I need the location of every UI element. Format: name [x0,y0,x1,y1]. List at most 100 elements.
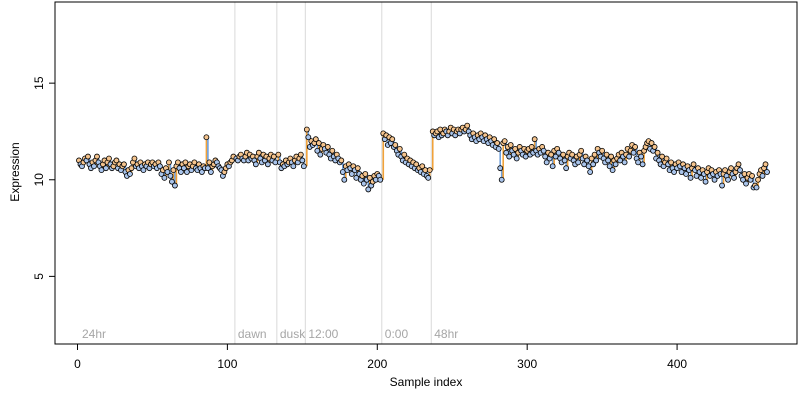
data-point [354,165,361,172]
data-point [103,165,109,172]
separator-layer [234,2,432,344]
data-point [735,161,742,168]
data-point [425,174,432,181]
x-tick-label: 300 [517,357,537,371]
data-point [630,149,637,156]
data-point [106,155,112,162]
data-point [663,155,670,162]
data-point [698,174,704,181]
data-point [606,163,613,170]
data-point [360,180,367,187]
data-point [140,167,147,174]
data-point [377,176,384,183]
y-tick-label: 5 [32,273,46,280]
data-point [172,182,178,189]
data-point [731,174,737,181]
data-point [264,161,271,168]
data-point [252,161,259,168]
y-tick-label: 10 [32,173,46,187]
data-point [300,163,307,170]
data-point [131,155,138,162]
data-point [396,145,403,152]
data-point [578,147,585,154]
data-point [413,161,420,168]
data-point [498,176,505,183]
separator-label-0: dawn [238,327,267,341]
data-point [513,155,520,162]
y-tick-label: 15 [32,76,46,90]
data-point [199,169,205,175]
data-point [549,163,556,170]
data-point [305,134,312,141]
data-point [161,174,168,181]
x-axis-label: Sample index [390,375,463,389]
data-point [749,172,755,179]
data-point [702,178,709,185]
x-tick-label: 400 [667,357,687,371]
data-point [671,169,677,175]
data-point [612,161,619,168]
data-point [317,151,324,158]
data-point [632,144,639,150]
data-point [737,167,743,174]
data-point [743,180,749,187]
data-point [178,169,184,175]
data-point [329,147,336,154]
data-point [639,161,646,168]
data-point [419,163,426,170]
data-point [491,136,498,143]
data-point [528,144,535,150]
data-point [605,157,612,164]
data-point [495,145,502,152]
data-point [759,172,766,179]
data-point [755,176,761,183]
data-point [94,153,100,160]
data-point [590,161,597,168]
data-point [753,184,760,191]
data-point [365,186,372,193]
data-point [127,171,133,177]
data-point [764,169,770,175]
x-tick-label: 200 [367,357,387,371]
data-point [426,167,433,174]
data-point [166,159,172,166]
data-point [561,157,568,164]
data-point [621,159,628,166]
data-point [362,171,369,177]
data-point [543,159,550,166]
data-point [338,157,345,164]
data-point [275,151,282,158]
data-point [687,174,694,181]
data-point [85,153,91,160]
x-axis: 0 100 200 300 400 [74,343,687,371]
data-point [507,142,514,148]
data-point [207,169,214,175]
separator-label-2: 12:00 [308,327,338,341]
data-point [599,147,606,154]
data-point [497,165,504,172]
data-point [324,144,331,150]
data-point [290,163,297,170]
data-point [638,153,645,160]
data-point [563,165,570,172]
data-point [501,138,508,145]
x-tick-label: 0 [74,357,81,371]
data-point [169,178,175,185]
data-point [503,149,510,156]
data-point [651,144,658,150]
separator-label-1: dusk [280,327,306,341]
data-point [575,159,582,166]
data-point [609,167,616,174]
data-point [725,176,731,183]
data-point [297,151,304,158]
data-point [299,157,306,164]
data-point [157,163,163,170]
point-layer [76,122,770,193]
y-axis-label: Expression [8,142,22,201]
data-point [683,171,689,177]
data-point [303,126,310,133]
data-point [170,167,177,174]
data-point [587,169,594,175]
